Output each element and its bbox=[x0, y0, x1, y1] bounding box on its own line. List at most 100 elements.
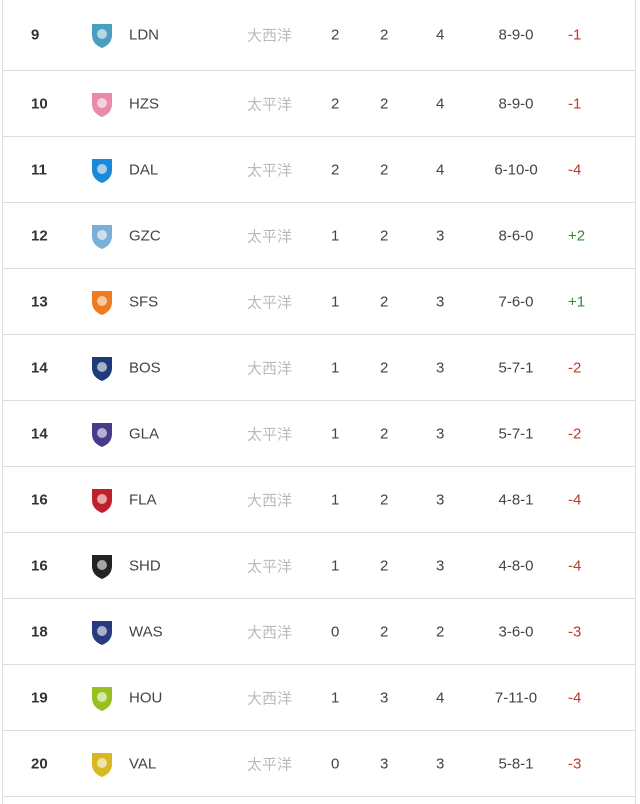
record: 3-6-0 bbox=[498, 623, 534, 640]
stat-col-1: 2 bbox=[331, 161, 340, 178]
stat-col-2: 2 bbox=[380, 425, 389, 442]
stat-col-3: 3 bbox=[436, 227, 445, 244]
map-differential: -1 bbox=[568, 26, 582, 44]
table-row: 16 FLA 大西洋 1 2 3 4-8-1 -4 bbox=[3, 467, 635, 533]
map-differential: -3 bbox=[568, 755, 582, 772]
stat-col-3: 4 bbox=[436, 95, 445, 112]
team-name[interactable]: GLA bbox=[129, 425, 160, 442]
rank: 11 bbox=[31, 161, 47, 178]
rank: 13 bbox=[31, 293, 48, 310]
stat-col-1: 1 bbox=[331, 227, 340, 244]
fla-logo-icon bbox=[87, 485, 117, 515]
table-row: 14 BOS 大西洋 1 2 3 5-7-1 -2 bbox=[3, 335, 635, 401]
map-differential: -3 bbox=[568, 623, 582, 640]
stat-col-1: 2 bbox=[331, 95, 340, 112]
gla-logo-icon bbox=[87, 419, 117, 449]
rank: 9 bbox=[31, 26, 40, 44]
record: 5-7-1 bbox=[498, 359, 534, 376]
region: 大西洋 bbox=[247, 27, 293, 45]
shd-logo-icon bbox=[87, 551, 117, 581]
region: 大西洋 bbox=[247, 360, 293, 377]
stat-col-3: 3 bbox=[436, 557, 445, 574]
record: 6-10-0 bbox=[494, 161, 538, 178]
team-name[interactable]: SHD bbox=[129, 557, 161, 574]
gzc-logo-icon bbox=[87, 221, 117, 251]
rank: 16 bbox=[31, 491, 48, 508]
region: 太平洋 bbox=[247, 426, 293, 443]
map-differential: -2 bbox=[568, 359, 582, 376]
table-row: 12 GZC 太平洋 1 2 3 8-6-0 +2 bbox=[3, 203, 635, 269]
stat-col-1: 1 bbox=[331, 359, 340, 376]
stat-col-2: 2 bbox=[380, 26, 389, 44]
region: 太平洋 bbox=[247, 228, 293, 245]
stat-col-1: 0 bbox=[331, 623, 340, 640]
map-differential: -4 bbox=[568, 689, 582, 706]
table-row: 9 LDN 大西洋 2 2 4 8-9-0 -1 bbox=[3, 0, 635, 71]
record: 8-9-0 bbox=[498, 95, 534, 112]
stat-col-3: 4 bbox=[436, 26, 445, 44]
region: 太平洋 bbox=[247, 756, 293, 773]
map-differential: -1 bbox=[568, 95, 582, 112]
rank: 10 bbox=[31, 95, 48, 112]
stat-col-1: 2 bbox=[331, 26, 340, 44]
stat-col-3: 4 bbox=[436, 161, 445, 178]
record: 7-6-0 bbox=[498, 293, 534, 310]
team-name[interactable]: LDN bbox=[129, 26, 160, 44]
stat-col-1: 1 bbox=[331, 293, 340, 310]
team-name[interactable]: GZC bbox=[129, 227, 161, 244]
team-name[interactable]: HOU bbox=[129, 689, 163, 706]
stat-col-2: 2 bbox=[380, 227, 389, 244]
table-row: 11 DAL 太平洋 2 2 4 6-10-0 -4 bbox=[3, 137, 635, 203]
record: 4-8-0 bbox=[498, 557, 534, 574]
team-name[interactable]: HZS bbox=[129, 95, 159, 112]
stat-col-3: 3 bbox=[436, 491, 445, 508]
stat-col-2: 3 bbox=[380, 755, 389, 772]
team-name[interactable]: SFS bbox=[129, 293, 159, 310]
map-differential: -2 bbox=[568, 425, 582, 442]
record: 5-7-1 bbox=[498, 425, 534, 442]
region: 太平洋 bbox=[247, 96, 293, 113]
record: 5-8-1 bbox=[498, 755, 534, 772]
hzs-logo-icon bbox=[87, 89, 117, 119]
stat-col-1: 1 bbox=[331, 689, 340, 706]
rank: 20 bbox=[31, 755, 48, 772]
team-name[interactable]: VAL bbox=[129, 755, 157, 772]
stat-col-2: 3 bbox=[380, 689, 389, 706]
stat-col-2: 2 bbox=[380, 161, 389, 178]
stat-col-1: 1 bbox=[331, 557, 340, 574]
region: 太平洋 bbox=[247, 294, 293, 311]
stat-col-3: 3 bbox=[436, 293, 445, 310]
stat-col-2: 2 bbox=[380, 293, 389, 310]
map-differential: -4 bbox=[568, 557, 582, 574]
stat-col-2: 2 bbox=[380, 557, 389, 574]
table-row: 10 HZS 太平洋 2 2 4 8-9-0 -1 bbox=[3, 71, 635, 137]
map-differential: -4 bbox=[568, 491, 582, 508]
region: 大西洋 bbox=[247, 690, 293, 707]
sfs-logo-icon bbox=[87, 287, 117, 317]
table-row: 16 SHD 太平洋 1 2 3 4-8-0 -4 bbox=[3, 533, 635, 599]
hou-logo-icon bbox=[87, 683, 117, 713]
team-name[interactable]: BOS bbox=[129, 359, 161, 376]
ldn-logo-icon bbox=[87, 20, 117, 50]
record: 7-11-0 bbox=[494, 689, 538, 706]
stat-col-3: 3 bbox=[436, 359, 445, 376]
stat-col-2: 2 bbox=[380, 491, 389, 508]
region: 太平洋 bbox=[247, 558, 293, 575]
map-differential: +2 bbox=[568, 227, 586, 244]
stat-col-2: 2 bbox=[380, 623, 389, 640]
stat-col-1: 1 bbox=[331, 425, 340, 442]
rank: 18 bbox=[31, 623, 48, 640]
table-row: 20 VAL 太平洋 0 3 3 5-8-1 -3 bbox=[3, 731, 635, 797]
bos-logo-icon bbox=[87, 353, 117, 383]
team-name[interactable]: WAS bbox=[129, 623, 163, 640]
table-row: 19 HOU 大西洋 1 3 4 7-11-0 -4 bbox=[3, 665, 635, 731]
team-name[interactable]: DAL bbox=[129, 161, 159, 178]
rank: 14 bbox=[31, 359, 48, 376]
stat-col-1: 1 bbox=[331, 491, 340, 508]
record: 4-8-1 bbox=[498, 491, 534, 508]
dal-logo-icon bbox=[87, 155, 117, 185]
map-differential: -4 bbox=[568, 161, 582, 178]
map-differential: +1 bbox=[568, 293, 586, 310]
team-name[interactable]: FLA bbox=[129, 491, 157, 508]
